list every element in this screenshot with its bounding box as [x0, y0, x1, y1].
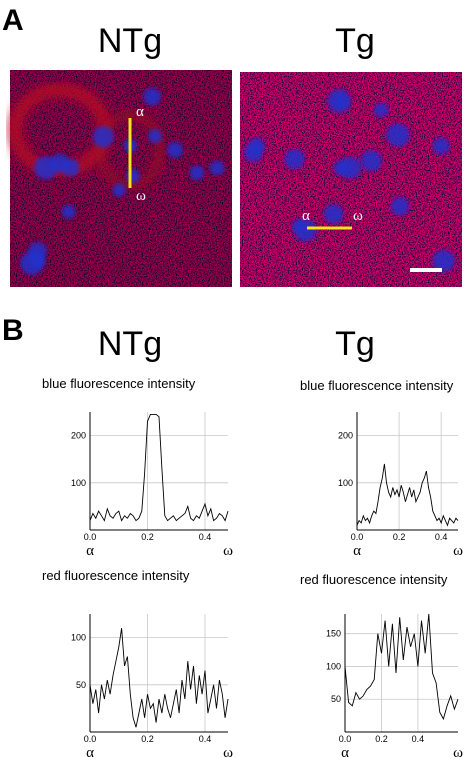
nucleus [284, 149, 305, 170]
x-tick-label: 0.2 [141, 532, 154, 542]
x-start-label: α [341, 745, 349, 758]
y-tick-label: 100 [326, 661, 341, 671]
omega-marker: ω [136, 188, 146, 204]
x-end-label: ω [453, 543, 463, 559]
panel-label: B [2, 314, 24, 347]
nucleus [143, 87, 162, 106]
y-tick-label: 100 [71, 633, 86, 643]
nucleus [323, 204, 344, 224]
data-line [344, 613, 459, 721]
x-end-label: ω [223, 543, 233, 559]
x-start-label: α [86, 745, 94, 758]
x-tick-label: 0.0 [84, 734, 97, 744]
nucleus [61, 204, 76, 219]
nucleus [333, 160, 349, 176]
column-title: Tg [335, 22, 375, 60]
x-tick-label: 0.0 [351, 532, 364, 542]
nucleus [92, 126, 115, 148]
nucleus [209, 160, 225, 176]
x-tick-label: 0.4 [435, 532, 448, 542]
nucleus [360, 150, 382, 172]
x-tick-label: 0.2 [141, 734, 154, 744]
nucleus [112, 183, 126, 197]
nucleus [390, 196, 410, 216]
nucleus [166, 141, 184, 158]
micrograph [240, 72, 462, 287]
nucleus [189, 165, 205, 181]
y-axis-label: red fluorescence intensity [42, 568, 190, 583]
y-tick-label: 100 [338, 478, 353, 488]
y-axis-label: red fluorescence intensity [300, 572, 448, 587]
nucleus [125, 168, 141, 184]
x-tick-label: 0.4 [199, 532, 212, 542]
nucleus [432, 249, 455, 273]
x-tick-label: 0.4 [199, 734, 212, 744]
x-tick-label: 0.2 [393, 532, 406, 542]
x-tick-label: 0.4 [412, 734, 425, 744]
x-end-label: ω [453, 745, 463, 758]
column-title: NTg [98, 325, 162, 363]
x-tick-label: 0.0 [339, 734, 352, 744]
y-tick-label: 150 [326, 629, 341, 639]
nucleus [243, 143, 263, 163]
micrograph [8, 70, 232, 287]
nucleus [327, 89, 352, 114]
x-start-label: α [86, 543, 94, 559]
data-line [356, 463, 459, 527]
y-tick-label: 100 [71, 478, 86, 488]
panel-label: A [2, 4, 24, 37]
y-axis-label: blue fluorescence intensity [300, 378, 454, 393]
y-axis-label: blue fluorescence intensity [42, 376, 196, 391]
y-tick-label: 50 [331, 694, 341, 704]
x-tick-label: 0.2 [375, 734, 388, 744]
x-start-label: α [353, 543, 361, 559]
nucleus [386, 123, 410, 147]
alpha-marker: α [302, 208, 310, 224]
micrograph-noise [240, 72, 462, 287]
column-title: NTg [98, 22, 162, 60]
nucleus [432, 137, 450, 155]
nucleus [30, 253, 46, 269]
nucleus [148, 129, 163, 144]
y-tick-label: 50 [76, 680, 86, 690]
data-line [89, 628, 229, 728]
nucleus [373, 102, 389, 118]
omega-marker: ω [353, 208, 363, 224]
y-tick-label: 200 [71, 431, 86, 441]
y-tick-label: 200 [338, 431, 353, 441]
nucleus [50, 153, 69, 173]
alpha-marker: α [136, 104, 144, 120]
nucleus [294, 219, 317, 242]
column-title: Tg [335, 325, 375, 363]
x-tick-label: 0.0 [84, 532, 97, 542]
x-end-label: ω [223, 745, 233, 758]
data-line [89, 413, 229, 522]
